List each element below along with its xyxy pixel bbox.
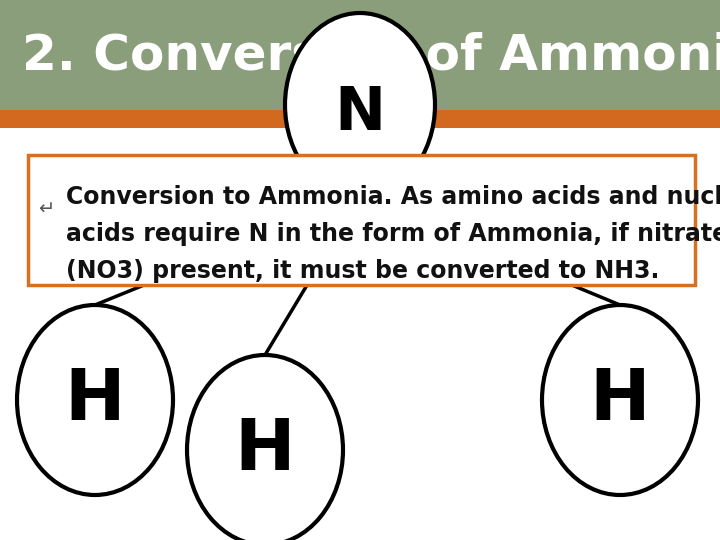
Text: H: H (590, 366, 650, 435)
Ellipse shape (17, 305, 173, 495)
Text: ↵: ↵ (38, 200, 54, 219)
Text: N: N (334, 84, 386, 143)
Bar (0, 110, 720, 128)
Ellipse shape (542, 305, 698, 495)
Text: acids require N in the form of Ammonia, if nitrate: acids require N in the form of Ammonia, … (66, 222, 720, 246)
Text: (NO3) present, it must be converted to NH3.: (NO3) present, it must be converted to N… (66, 259, 660, 283)
Bar (28, 155, 695, 285)
Ellipse shape (285, 13, 435, 197)
Text: H: H (65, 366, 125, 435)
Text: 2. Conversion of Ammonia: 2. Conversion of Ammonia (22, 31, 720, 79)
Text: Conversion to Ammonia. As amino acids and nucleic: Conversion to Ammonia. As amino acids an… (66, 185, 720, 209)
Ellipse shape (187, 355, 343, 540)
Bar (0, 0, 720, 110)
Text: H: H (235, 415, 295, 484)
